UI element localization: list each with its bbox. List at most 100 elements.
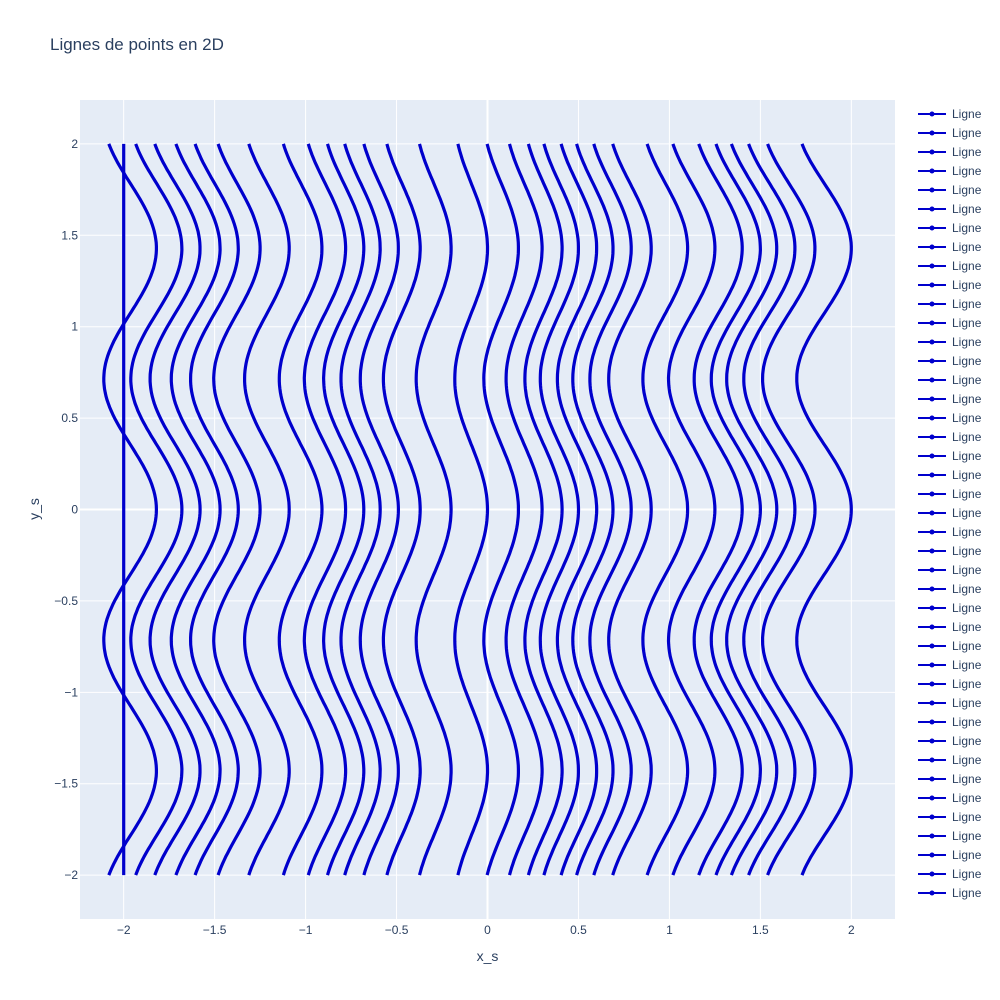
x-tick-label: −1.5 — [203, 923, 227, 937]
legend-marker — [929, 833, 935, 839]
legend-item[interactable]: Ligne — [918, 810, 982, 824]
legend-marker — [929, 320, 935, 326]
legend-item[interactable]: Ligne — [918, 867, 982, 881]
legend-item[interactable]: Ligne — [918, 563, 982, 577]
legend-marker — [929, 453, 935, 459]
legend-marker — [929, 206, 935, 212]
legend-marker — [929, 263, 935, 269]
legend-marker — [929, 149, 935, 155]
legend-item[interactable]: Ligne — [918, 202, 982, 216]
legend-item[interactable]: Ligne — [918, 715, 982, 729]
legend-item[interactable]: Ligne — [918, 373, 982, 387]
legend-item[interactable]: Ligne — [918, 430, 982, 444]
x-tick-label: 0.5 — [570, 923, 587, 937]
legend-marker — [929, 434, 935, 440]
series-line — [339, 143, 382, 876]
legend-item[interactable]: Ligne — [918, 487, 982, 501]
legend-item[interactable]: Ligne — [918, 259, 982, 273]
series-line — [538, 143, 581, 876]
legend-item[interactable]: Ligne — [918, 107, 982, 121]
legend-marker — [929, 662, 935, 668]
legend-label: Ligne — [952, 734, 982, 748]
y-tick-label: −1 — [64, 685, 78, 699]
legend-label: Ligne — [952, 563, 982, 577]
legend-label: Ligne — [952, 715, 982, 729]
series-line — [302, 143, 348, 876]
x-tick-label: 0 — [484, 923, 491, 937]
y-tick-label: −2 — [64, 868, 78, 882]
legend-item[interactable]: Ligne — [918, 506, 982, 520]
legend-label: Ligne — [952, 183, 982, 197]
legend-marker — [929, 890, 935, 896]
legend-label: Ligne — [952, 791, 982, 805]
legend-item[interactable]: Ligne — [918, 392, 982, 406]
series-line — [692, 143, 744, 876]
legend-item[interactable]: Ligne — [918, 639, 982, 653]
legend-item[interactable]: Ligne — [918, 468, 982, 482]
legend-item[interactable]: Ligne — [918, 734, 982, 748]
legend-item[interactable]: Ligne — [918, 240, 982, 254]
legend-item[interactable]: Ligne — [918, 164, 982, 178]
y-tick-label: −1.5 — [54, 777, 78, 791]
legend-item[interactable]: Ligne — [918, 354, 982, 368]
legend-item[interactable]: Ligne — [918, 772, 982, 786]
legend-item[interactable]: Ligne — [918, 411, 982, 425]
legend-label: Ligne — [952, 259, 982, 273]
series-line — [102, 143, 158, 876]
legend-item[interactable]: Ligne — [918, 658, 982, 672]
legend-item[interactable]: Ligne — [918, 297, 982, 311]
legend-item[interactable]: Ligne — [918, 620, 982, 634]
legend-label: Ligne — [952, 753, 982, 767]
legend-label: Ligne — [952, 468, 982, 482]
legend-item[interactable]: Ligne — [918, 829, 982, 843]
legend-item[interactable]: Ligne — [918, 525, 982, 539]
legend-item[interactable]: Ligne — [918, 848, 982, 862]
series-line — [482, 143, 521, 876]
legend-item[interactable]: Ligne — [918, 316, 982, 330]
legend-label: Ligne — [952, 772, 982, 786]
legend-marker — [929, 548, 935, 554]
legend-marker — [929, 605, 935, 611]
y-axis-ticks: −2 −1.5 −1 −0.5 0 0.5 1 1.5 2 — [54, 137, 78, 882]
series-line — [129, 143, 184, 876]
legend[interactable]: Ligne Ligne Ligne Ligne Ligne Ligne Ligne Ligne… — [918, 107, 982, 900]
legend-marker — [929, 187, 935, 193]
legend-marker — [929, 757, 935, 763]
legend-marker — [929, 396, 935, 402]
legend-item[interactable]: Ligne — [918, 677, 982, 691]
legend-item[interactable]: Ligne — [918, 183, 982, 197]
legend-marker — [929, 719, 935, 725]
legend-label: Ligne — [952, 639, 982, 653]
legend-item[interactable]: Ligne — [918, 449, 982, 463]
y-axis-title: y_s — [26, 498, 42, 520]
x-tick-label: −0.5 — [385, 923, 409, 937]
legend-item[interactable]: Ligne — [918, 544, 982, 558]
legend-item[interactable]: Ligne — [918, 335, 982, 349]
x-tick-label: 1.5 — [752, 923, 769, 937]
series-line — [277, 143, 324, 876]
legend-item[interactable]: Ligne — [918, 126, 982, 140]
legend-label: Ligne — [952, 145, 982, 159]
series-line — [607, 143, 653, 876]
legend-item[interactable]: Ligne — [918, 696, 982, 710]
legend-label: Ligne — [952, 430, 982, 444]
legend-item[interactable]: Ligne — [918, 582, 982, 596]
legend-item[interactable]: Ligne — [918, 791, 982, 805]
legend-label: Ligne — [952, 240, 982, 254]
legend-item[interactable]: Ligne — [918, 886, 982, 900]
legend-item[interactable]: Ligne — [918, 601, 982, 615]
x-tick-label: 1 — [666, 923, 673, 937]
legend-marker — [929, 814, 935, 820]
legend-item[interactable]: Ligne — [918, 221, 982, 235]
legend-marker — [929, 244, 935, 250]
legend-item[interactable]: Ligne — [918, 278, 982, 292]
x-tick-label: −1 — [299, 923, 313, 937]
legend-item[interactable]: Ligne — [918, 753, 982, 767]
legend-label: Ligne — [952, 278, 982, 292]
legend-label: Ligne — [952, 373, 982, 387]
legend-label: Ligne — [952, 867, 982, 881]
legend-item[interactable]: Ligne — [918, 145, 982, 159]
series-line — [504, 143, 544, 876]
legend-label: Ligne — [952, 164, 982, 178]
legend-marker — [929, 643, 935, 649]
